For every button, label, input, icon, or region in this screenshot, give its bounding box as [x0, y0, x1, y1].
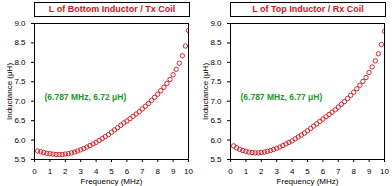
svg-text:2: 2	[63, 167, 68, 176]
svg-text:0: 0	[32, 167, 37, 176]
svg-text:5.5: 5.5	[14, 155, 26, 164]
svg-text:7: 7	[336, 167, 341, 176]
svg-text:7.5: 7.5	[14, 77, 26, 86]
svg-text:(6.787 MHz, 6.72 μH): (6.787 MHz, 6.72 μH)	[45, 92, 127, 102]
svg-text:4: 4	[290, 167, 295, 176]
svg-text:6: 6	[321, 167, 326, 176]
svg-text:9: 9	[367, 167, 372, 176]
svg-text:2: 2	[259, 167, 264, 176]
svg-text:5.5: 5.5	[210, 155, 222, 164]
svg-text:6.5: 6.5	[210, 116, 222, 125]
svg-text:9.0: 9.0	[14, 19, 26, 28]
svg-text:Frequency (MHz): Frequency (MHz)	[277, 177, 339, 186]
svg-text:0: 0	[228, 167, 233, 176]
html-text:L of Top Inductor / Rx Coil: L of Top Inductor / Rx Coil	[252, 4, 364, 14]
svg-text:6.0: 6.0	[14, 136, 26, 145]
svg-text:6.5: 6.5	[14, 116, 26, 125]
svg-text:10: 10	[184, 167, 193, 176]
svg-text:3: 3	[274, 167, 279, 176]
svg-text:8: 8	[155, 167, 160, 176]
svg-text:8.5: 8.5	[14, 38, 26, 47]
svg-text:7.5: 7.5	[210, 77, 222, 86]
svg-text:8.0: 8.0	[14, 58, 26, 67]
svg-text:10: 10	[380, 167, 389, 176]
svg-text:1: 1	[244, 167, 249, 176]
svg-text:5: 5	[109, 167, 114, 176]
svg-text:Frequency (MHz): Frequency (MHz)	[81, 177, 143, 186]
svg-text:6.0: 6.0	[210, 136, 222, 145]
svg-text:8.5: 8.5	[210, 38, 222, 47]
svg-text:4: 4	[94, 167, 99, 176]
html-text:L of Bottom Inductor / Tx Coil: L of Bottom Inductor / Tx Coil	[48, 4, 176, 14]
svg-text:Inductance (μH): Inductance (μH)	[201, 63, 210, 120]
svg-text:7.0: 7.0	[210, 97, 222, 106]
svg-text:3: 3	[78, 167, 83, 176]
svg-text:7.0: 7.0	[14, 97, 26, 106]
svg-text:1: 1	[48, 167, 53, 176]
svg-text:6: 6	[125, 167, 130, 176]
svg-text:8.0: 8.0	[210, 58, 222, 67]
svg-text:Inductance (μH): Inductance (μH)	[5, 63, 14, 120]
svg-text:(6.787 MHz, 6.77 μH): (6.787 MHz, 6.77 μH)	[241, 92, 323, 102]
svg-text:7: 7	[140, 167, 145, 176]
svg-text:5: 5	[305, 167, 310, 176]
svg-text:9.0: 9.0	[210, 19, 222, 28]
svg-text:9: 9	[171, 167, 176, 176]
svg-text:8: 8	[351, 167, 356, 176]
